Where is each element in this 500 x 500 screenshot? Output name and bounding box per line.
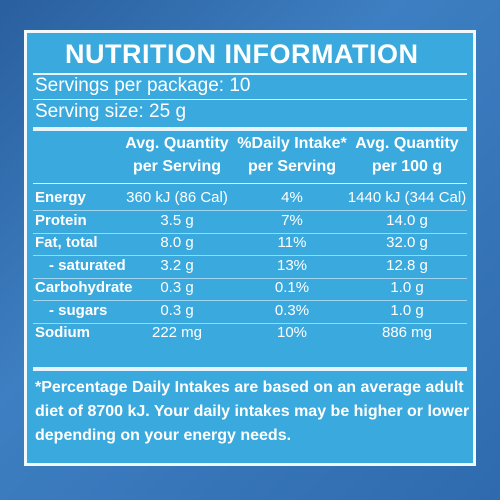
title: NUTRITION INFORMATION bbox=[65, 39, 419, 69]
column-header: per Serving bbox=[132, 158, 222, 175]
column-header: per Serving bbox=[247, 158, 337, 175]
row-label: - sugars bbox=[49, 301, 108, 319]
row-label: Energy bbox=[35, 189, 86, 206]
row-rule bbox=[33, 277, 467, 279]
column-header: Avg. Quantity bbox=[125, 135, 229, 152]
cell-value: 4% bbox=[281, 189, 303, 206]
cell-value: 1.0 g bbox=[390, 279, 424, 296]
cell-value: 10% bbox=[276, 324, 308, 341]
row-label: Protein bbox=[35, 211, 87, 229]
rule bbox=[33, 367, 467, 371]
row-label: - saturated bbox=[49, 256, 126, 274]
cell-value: 1440 kJ (344 Cal) bbox=[347, 189, 467, 206]
servings-per-package: Servings per package: 10 bbox=[35, 75, 251, 96]
row-label: Fat, total bbox=[35, 234, 98, 251]
footnote: diet of 8700 kJ. Your daily intakes may … bbox=[35, 403, 470, 420]
rule bbox=[33, 99, 467, 100]
cell-value: 0.1% bbox=[274, 279, 310, 296]
cell-value: 0.3 g bbox=[160, 301, 194, 319]
column-header: Avg. Quantity bbox=[355, 135, 459, 152]
cell-value: 32.0 g bbox=[386, 234, 428, 251]
cell-value: 3.5 g bbox=[160, 211, 194, 229]
cell-value: 360 kJ (86 Cal) bbox=[126, 189, 228, 206]
footnote: *Percentage Daily Intakes are based on a… bbox=[35, 379, 464, 396]
row-label: Carbohydrate bbox=[35, 279, 133, 296]
cell-value: 886 mg bbox=[381, 324, 433, 341]
serving-size: Serving size: 25 g bbox=[35, 101, 187, 122]
cell-value: 0.3% bbox=[274, 301, 310, 319]
row-rule bbox=[33, 232, 467, 234]
row-rule bbox=[33, 210, 467, 211]
nutrition-panel: NUTRITION INFORMATION Servings per packa… bbox=[24, 30, 476, 466]
cell-value: 0.3 g bbox=[160, 279, 194, 296]
cell-value: 12.8 g bbox=[386, 256, 428, 274]
column-header: %Daily Intake* bbox=[237, 135, 347, 152]
rule bbox=[33, 183, 467, 184]
rule bbox=[33, 127, 467, 131]
cell-value: 13% bbox=[276, 256, 308, 274]
cell-value: 1.0 g bbox=[390, 301, 424, 319]
cell-value: 7% bbox=[281, 211, 303, 229]
footnote: depending on your energy needs. bbox=[35, 427, 292, 444]
cell-value: 3.2 g bbox=[160, 256, 194, 274]
row-rule bbox=[33, 322, 467, 324]
cell-value: 11% bbox=[277, 234, 307, 251]
cell-value: 14.0 g bbox=[386, 211, 428, 229]
cell-value: 8.0 g bbox=[160, 234, 194, 251]
cell-value: 222 mg bbox=[151, 324, 203, 341]
row-rule bbox=[33, 255, 467, 256]
row-rule bbox=[33, 300, 467, 301]
rule bbox=[33, 73, 467, 75]
row-label: Sodium bbox=[35, 324, 90, 341]
column-header: per 100 g bbox=[371, 158, 443, 175]
